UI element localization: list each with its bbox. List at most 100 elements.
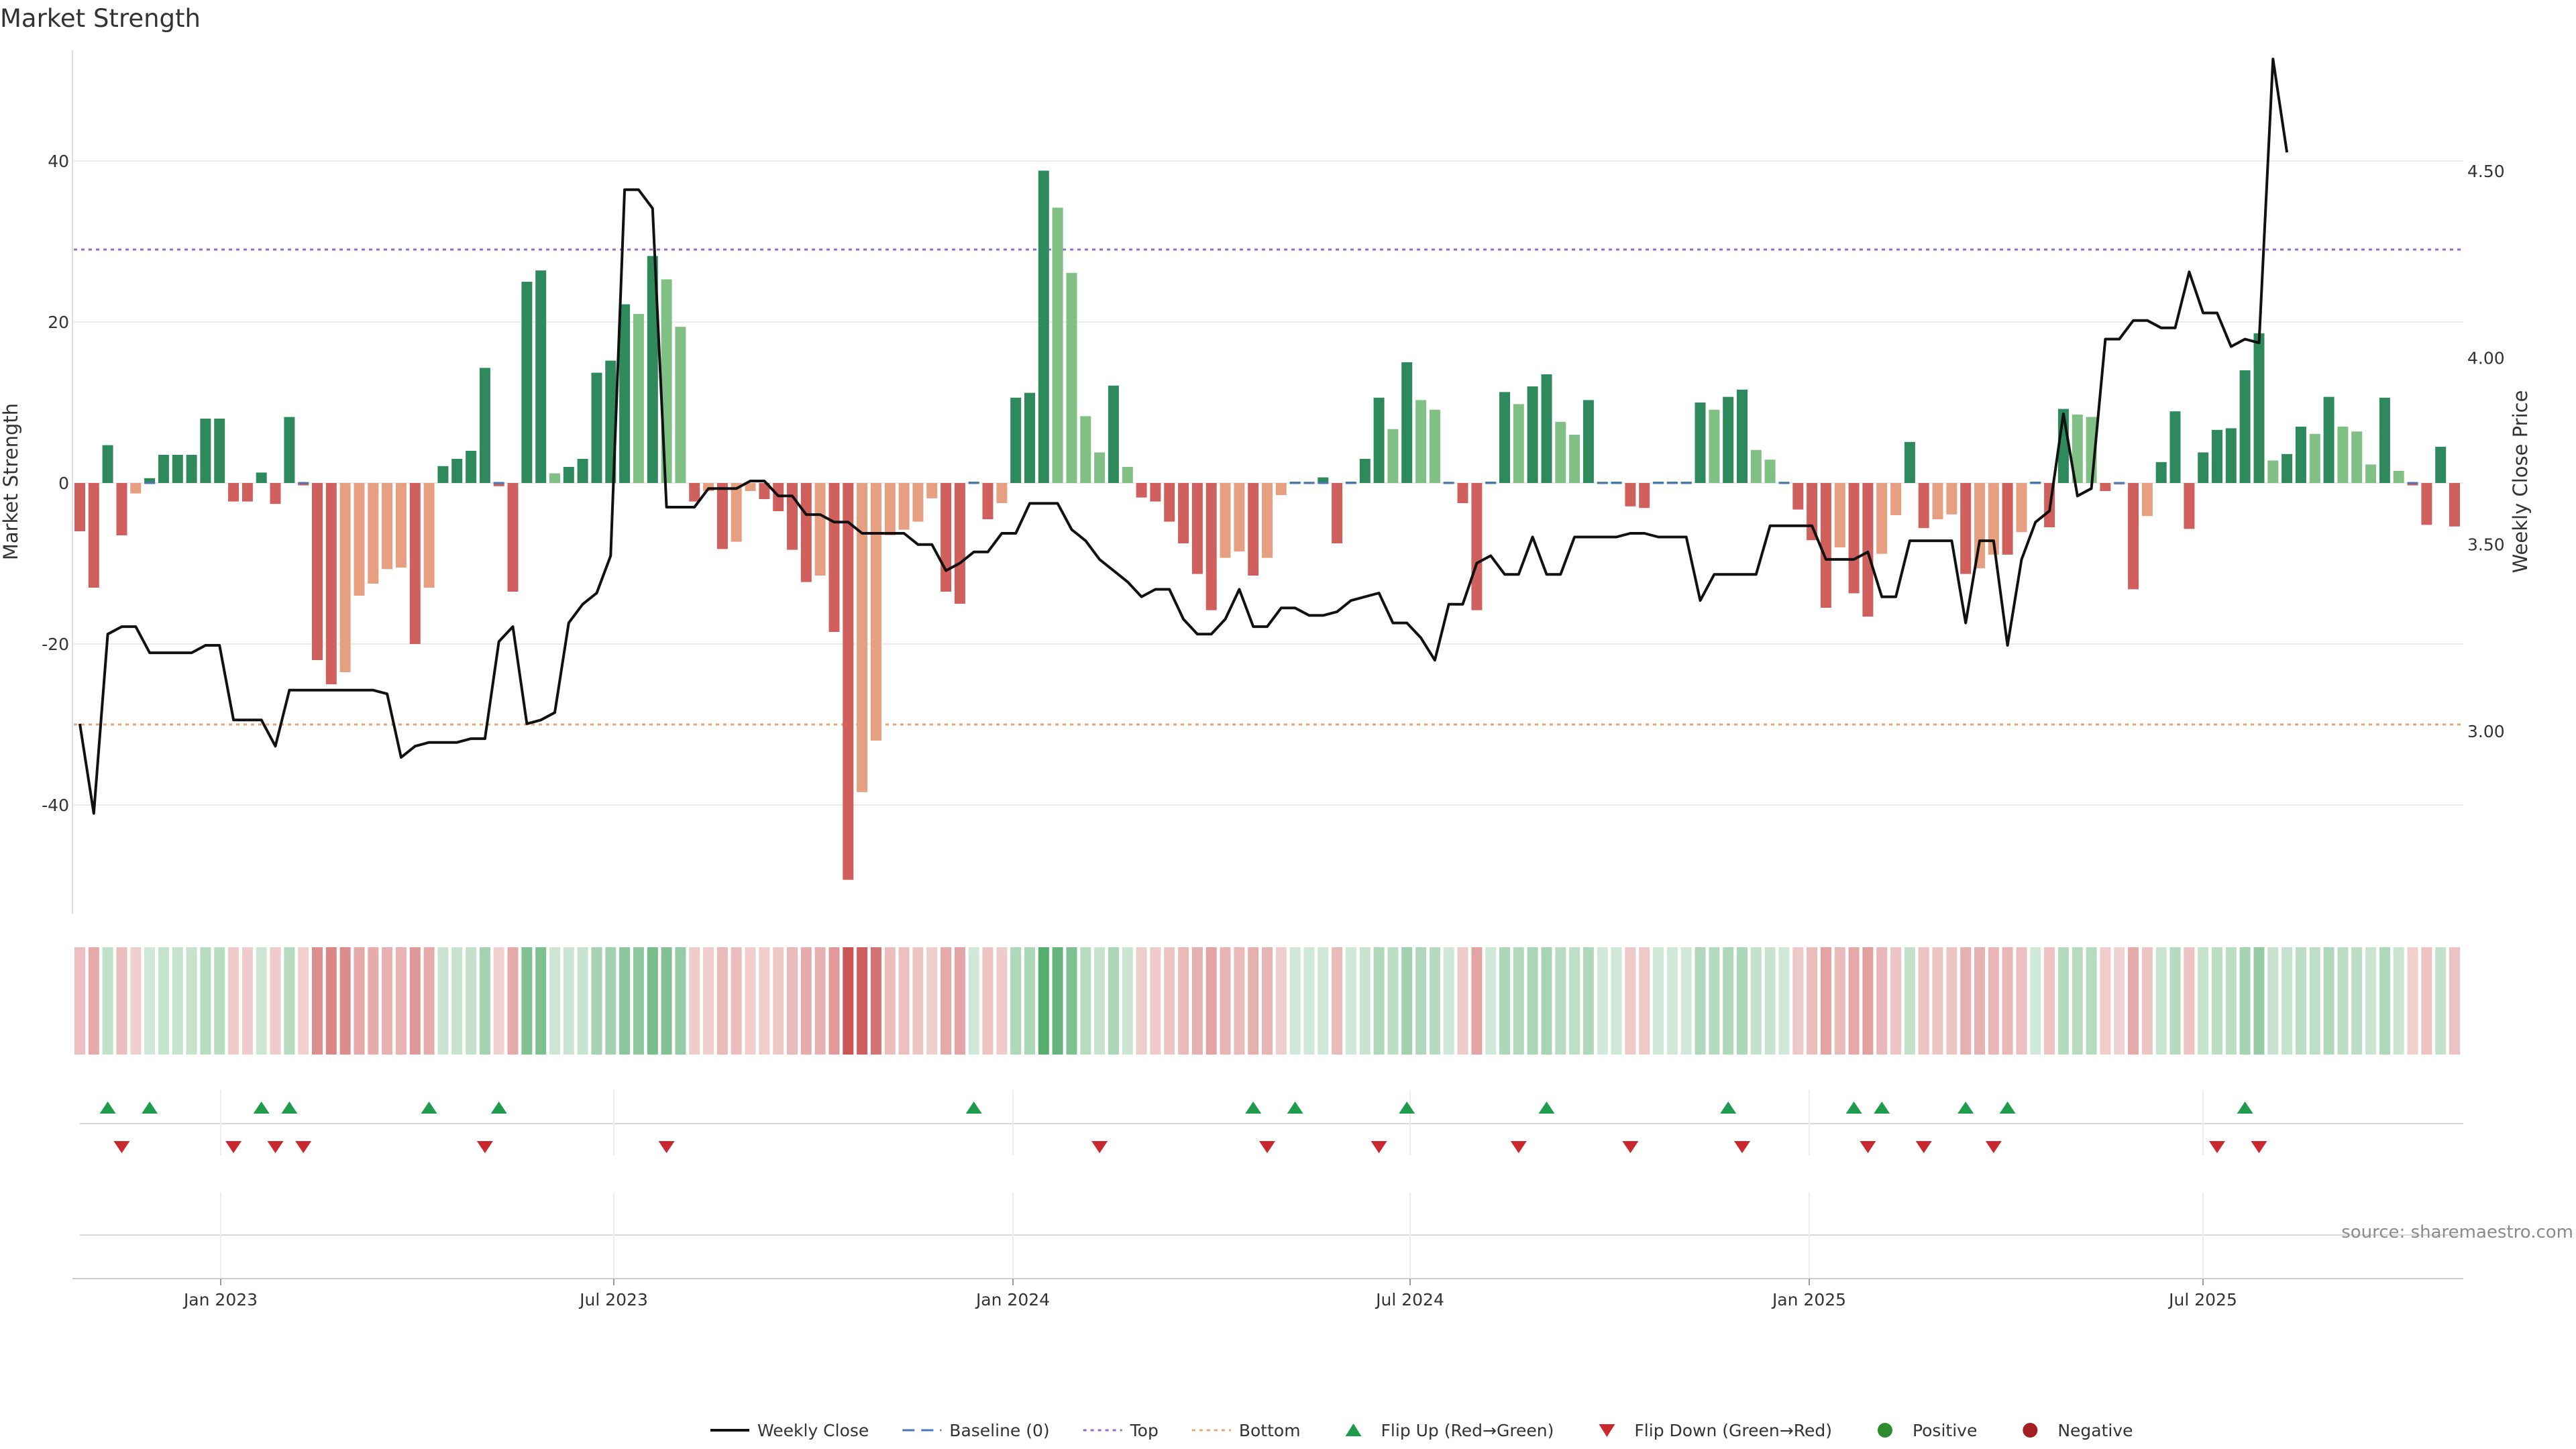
heat-cell [437,947,449,1055]
heat-cell [2016,947,2027,1055]
weekly-close-series [78,58,2289,815]
heat-cell [1387,947,1399,1055]
strength-bar [1541,374,1552,483]
strength-bar [1024,392,1035,483]
flip-signal-panel [72,1090,2463,1279]
strength-bar [1318,477,1329,483]
strength-bar [1820,483,1831,608]
strength-bar [2002,483,2013,555]
heat-cell [479,947,490,1055]
heat-cell [1639,947,1650,1055]
heat-cell [577,947,588,1055]
heat-cell [1248,947,1259,1055]
strength-bar [88,483,99,588]
source-credit: source: sharemaestro.com [2341,1222,2573,1242]
heat-cell [2169,947,2181,1055]
heat-cell [2407,947,2418,1055]
strength-bar [354,483,365,596]
strength-bar [1569,435,1580,483]
heat-cell [2365,947,2377,1055]
heat-cell [1191,947,1203,1055]
strength-bar [270,483,281,504]
heat-cell [814,947,826,1055]
heat-cell [2253,947,2265,1055]
strength-bar [325,483,337,684]
flip-up-marker [253,1102,270,1114]
heat-cell [2212,947,2222,1055]
heat-cell [1625,947,1636,1055]
heat-cell [368,947,379,1055]
heat-cell [1750,947,1762,1055]
strength-bar [1220,483,1231,558]
flip-down-marker [1259,1141,1275,1153]
strength-bar [1415,400,1427,483]
heat-cell [1932,947,1943,1055]
strength-bar [814,483,826,576]
heat-cell [1415,947,1427,1055]
heat-cell [549,947,560,1055]
heat-cell [1960,947,1972,1055]
strength-bar [647,256,658,483]
strength-bar [1988,483,1999,555]
strength-bar [1136,483,1147,498]
flip-down-marker [1091,1141,1108,1153]
heat-cell [2449,947,2460,1055]
heat-cell [1597,947,1608,1055]
strength-bar [2100,483,2111,491]
heat-cell [968,947,979,1055]
heat-cell [787,947,798,1055]
heat-cell [2379,947,2390,1055]
heat-cell [521,947,533,1055]
heat-cell [1918,947,1929,1055]
heat-cell [451,947,463,1055]
heat-cell [2351,947,2363,1055]
heat-cell [1569,947,1580,1055]
heat-cell [1010,947,1022,1055]
strength-bar [2295,427,2306,483]
strength-bar [1359,459,1371,483]
strength-bar [731,483,742,542]
heat-cell [1666,947,1678,1055]
heat-cell [172,947,183,1055]
strength-bar [423,483,435,588]
heat-cell [1080,947,1091,1055]
strength-bar [1834,483,1845,547]
y-left-tick-label: 0 [58,474,69,493]
strength-bar [451,459,463,483]
heat-cell [745,947,756,1055]
flip-up-marker [1999,1102,2016,1114]
heat-cell [2086,947,2097,1055]
axes: -40 -20 0 20 40 3.00 3.50 4.00 4.50 [42,50,2505,914]
flip-down-marker [1371,1141,1387,1153]
heat-cell [1457,947,1468,1055]
x-tick-label: Jan 2025 [1771,1290,1846,1309]
strength-bar [1499,392,1510,483]
heat-cell [200,947,211,1055]
heat-cell [591,947,602,1055]
strength-bar [2421,483,2432,525]
y-left-tick-label: 40 [48,152,69,171]
strength-bar [200,419,211,483]
flip-up-marker [1399,1102,1415,1114]
heat-cell [270,947,281,1055]
heat-cell [716,947,728,1055]
heat-cell [2198,947,2209,1055]
legend-label: Positive [1913,1421,1977,1440]
strength-bar [437,466,449,483]
strength-bar [74,483,85,531]
heat-cell [241,947,253,1055]
flip-down-marker [295,1141,312,1153]
heat-cell [1709,947,1720,1055]
flip-up-marker [1720,1102,1737,1114]
heat-cell [312,947,323,1055]
strength-bar [1960,483,1972,574]
strength-heat-strip [74,947,2460,1055]
legend-label: Flip Up (Red→Green) [1381,1421,1554,1440]
strength-bar [898,483,910,530]
heat-cell [493,947,504,1055]
heat-cell [1205,947,1217,1055]
heat-cell [1303,947,1315,1055]
strength-bar [1373,397,1385,483]
strength-bar [284,417,295,483]
flip-up-marker [1874,1102,1890,1114]
